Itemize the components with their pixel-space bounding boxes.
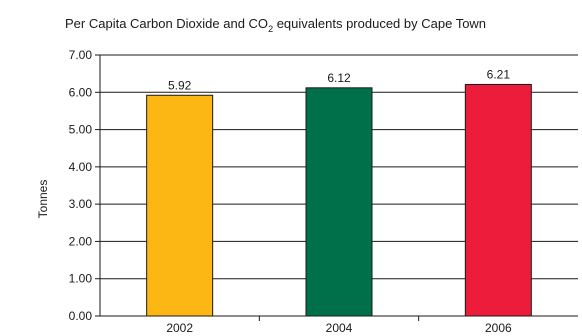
bar-2006: [464, 83, 532, 317]
axes: [95, 54, 578, 321]
bar-2004: [305, 87, 373, 317]
y-tick-labels: 0.00 1.00 2.00 3.00 4.00 5.00 6.00 7.00: [69, 48, 93, 323]
bar-2002: [146, 94, 214, 317]
bars: [146, 83, 532, 317]
y-tick-label: 4.00: [69, 160, 93, 174]
value-label: 6.12: [327, 71, 351, 85]
y-tick-label: 7.00: [69, 48, 93, 62]
chart-title-subscript: 2: [268, 24, 273, 34]
value-label: 5.92: [168, 78, 192, 92]
value-label: 6.21: [487, 67, 511, 81]
chart-title-rest: equivalents produced by Cape Town: [273, 16, 486, 31]
x-tick-label: 2002: [166, 321, 193, 335]
y-tick-label: 1.00: [69, 272, 93, 286]
x-tick-labels: 2002 2004 2006: [166, 321, 512, 335]
value-labels: 5.92 6.12 6.21: [168, 67, 510, 92]
y-axis-label: Tonnes: [36, 180, 50, 219]
y-tick-label: 0.00: [69, 309, 93, 323]
y-tick-label: 5.00: [69, 123, 93, 137]
x-tick-label: 2006: [485, 321, 512, 335]
y-tick-label: 3.00: [69, 197, 93, 211]
y-tick-label: 2.00: [69, 234, 93, 248]
chart-title-main: Per Capita Carbon Dioxide and CO: [65, 16, 268, 31]
chart-title: Per Capita Carbon Dioxide and CO2 equiva…: [65, 16, 486, 34]
y-tick-label: 6.00: [69, 85, 93, 99]
x-tick-label: 2004: [326, 321, 353, 335]
